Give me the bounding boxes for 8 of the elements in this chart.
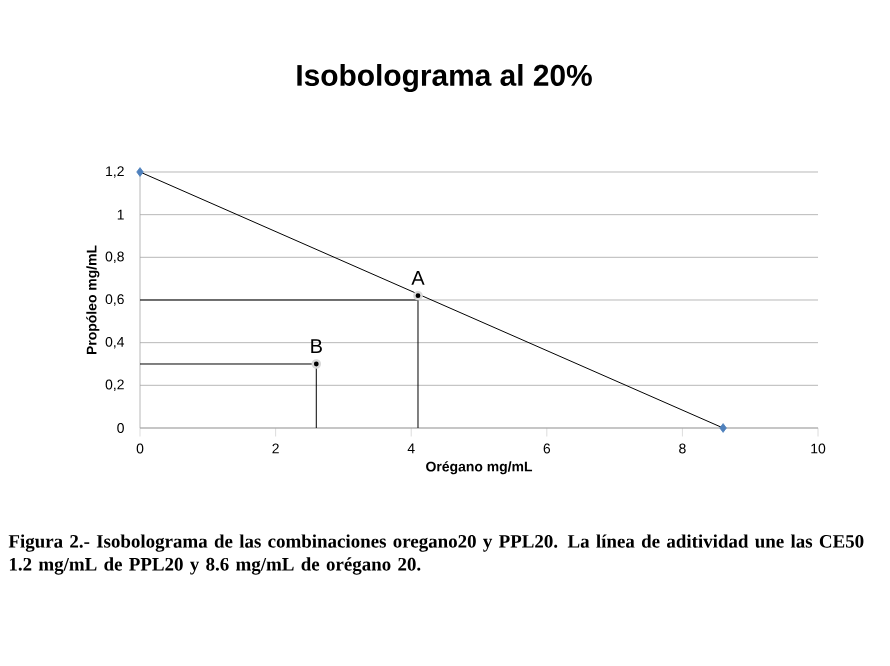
point [413, 290, 423, 301]
annotation: A [411, 270, 425, 285]
point [719, 423, 727, 433]
chart-title: Isobolograma al 20% [297, 64, 592, 93]
point [311, 359, 322, 369]
point [136, 167, 144, 177]
annotation: B [311, 339, 322, 353]
text: Figura 2.- Isobolograma de las combinaciones oregano20 y PPL20. La línea de aditividad une las CE50 1.2 mg/mL de PPL20 y 8.6 mg/mL de orégano 20. [8, 534, 864, 575]
